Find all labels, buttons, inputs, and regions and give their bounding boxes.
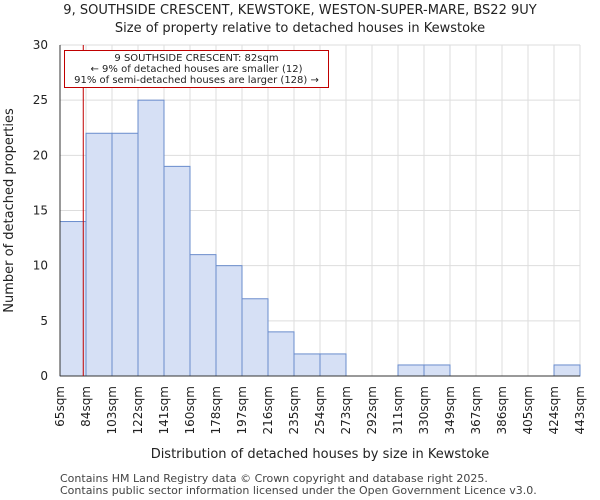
x-tick-label: 178sqm [209, 386, 223, 434]
histogram-bar [553, 364, 581, 377]
annotation-line-2: ← 9% of detached houses are smaller (12) [90, 64, 303, 75]
x-tick-label: 160sqm [183, 386, 197, 434]
histogram-bar [59, 221, 87, 377]
x-tick-label: 424sqm [547, 386, 561, 434]
x-tick-label: 349sqm [443, 386, 457, 434]
y-tick-label: 20 [33, 148, 48, 162]
x-tick-label: 273sqm [339, 386, 353, 434]
histogram-bar [137, 99, 165, 377]
x-axis-title: Distribution of detached houses by size … [151, 447, 490, 462]
footer-licence: Contains public sector information licen… [60, 484, 537, 497]
histogram-bar [241, 298, 269, 377]
chart-title-address: 9, SOUTHSIDE CRESCENT, KEWSTOKE, WESTON-… [63, 3, 537, 18]
histogram-bar [397, 364, 425, 377]
x-tick-label: 122sqm [131, 386, 145, 434]
y-tick-label: 5 [40, 314, 48, 328]
histogram-bar [163, 165, 191, 377]
x-tick-label: 367sqm [469, 386, 483, 434]
x-tick-label: 311sqm [391, 386, 405, 434]
y-tick-label: 15 [33, 204, 48, 218]
x-tick-label: 103sqm [105, 386, 119, 434]
chart-title: Size of property relative to detached ho… [114, 21, 486, 36]
x-tick-label: 84sqm [79, 386, 93, 427]
histogram-bar [85, 132, 113, 377]
x-tick-label: 330sqm [417, 386, 431, 434]
x-tick-label: 386sqm [495, 386, 509, 434]
y-tick-label: 30 [33, 38, 48, 52]
footer-copyright: Contains HM Land Registry data © Crown c… [60, 472, 488, 485]
x-tick-label: 65sqm [53, 386, 67, 427]
histogram-bar [267, 331, 295, 377]
annotation-line-3: 91% of semi-detached houses are larger (… [74, 75, 319, 86]
y-tick-label: 0 [40, 369, 48, 383]
annotation-line-1: 9 SOUTHSIDE CRESCENT: 82sqm [114, 53, 279, 64]
annotation-box: 9 SOUTHSIDE CRESCENT: 82sqm ← 9% of deta… [64, 50, 329, 88]
y-tick-label: 25 [33, 93, 48, 107]
histogram-bar [293, 353, 321, 377]
histogram-bar [423, 364, 451, 377]
histogram-bar [189, 254, 217, 377]
x-tick-label: 443sqm [573, 386, 587, 434]
y-tick-label: 10 [33, 259, 48, 273]
histogram-bar [111, 132, 139, 377]
x-tick-label: 197sqm [235, 386, 249, 434]
x-tick-label: 235sqm [287, 386, 301, 434]
x-tick-label: 141sqm [157, 386, 171, 434]
y-axis-title: Number of detached properties [2, 108, 17, 313]
x-tick-label: 405sqm [521, 386, 535, 434]
histogram-bar [319, 353, 347, 377]
histogram-bar [215, 265, 243, 377]
x-tick-label: 292sqm [365, 386, 379, 434]
x-tick-label: 216sqm [261, 386, 275, 434]
x-tick-label: 254sqm [313, 386, 327, 434]
